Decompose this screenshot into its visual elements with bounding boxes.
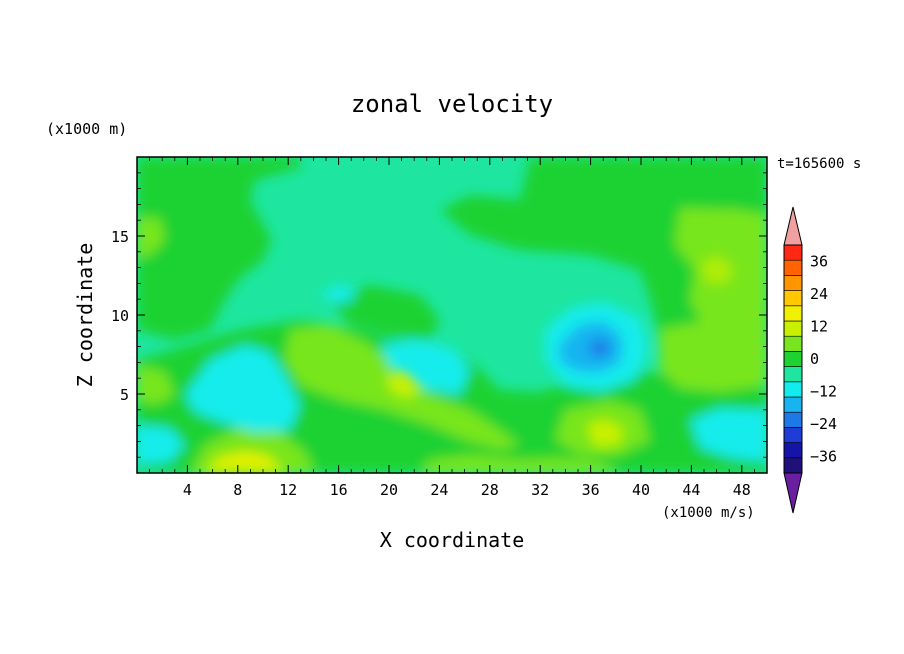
region-left-top-yellowgreen bbox=[137, 218, 165, 258]
y-unit-label: (x1000 m) bbox=[46, 120, 127, 138]
colorbar-band bbox=[783, 411, 803, 428]
colorbar-band bbox=[783, 427, 803, 443]
region-surface-jet-core bbox=[200, 458, 292, 473]
y-tick-label: 5 bbox=[120, 386, 129, 404]
x-tick-label: 8 bbox=[233, 481, 242, 499]
y-tick-label: 15 bbox=[111, 228, 129, 246]
time-label: t=165600 s bbox=[777, 156, 861, 172]
colorbar-band bbox=[783, 244, 803, 261]
x-unit-label: (x1000 m/s) bbox=[662, 505, 755, 521]
colorbar-frame bbox=[783, 244, 803, 474]
colorbar-tick-label: 36 bbox=[810, 252, 828, 270]
x-tick-label: 40 bbox=[632, 481, 650, 499]
region-upper-cyan-spot bbox=[322, 285, 356, 302]
colorbar-band bbox=[783, 351, 803, 367]
colorbar-band bbox=[783, 259, 803, 276]
plot-area bbox=[137, 157, 767, 473]
region-right-bottom-cyan bbox=[690, 408, 767, 462]
colorbar-tick-label: −36 bbox=[810, 448, 837, 466]
region-right-edge-yellow bbox=[700, 255, 735, 285]
contour-fills bbox=[137, 157, 767, 473]
region-right-mid-yellowgreen bbox=[660, 322, 767, 392]
region-bottom-center-yellowgreen bbox=[420, 455, 620, 473]
x-tick-label: 32 bbox=[531, 481, 549, 499]
colorbar-tick-label: 12 bbox=[810, 317, 828, 335]
x-tick-label: 44 bbox=[682, 481, 700, 499]
colorbar-tick-label: 0 bbox=[810, 350, 819, 368]
colorbar-band bbox=[783, 320, 803, 337]
x-tick-label: 20 bbox=[380, 481, 398, 499]
x-axis: 4 8 12 16 20 24 28 32 36 40 44 48 bbox=[149, 157, 755, 499]
colorbar-band bbox=[783, 442, 803, 459]
colorbar-band bbox=[783, 381, 803, 398]
colorbar-tick-label: 24 bbox=[810, 285, 828, 303]
region-left-edge-yellowgreen bbox=[137, 365, 175, 405]
colorbar-band bbox=[783, 305, 803, 322]
colorbar-band bbox=[783, 335, 803, 352]
x-tick-label: 36 bbox=[582, 481, 600, 499]
region-vortex-center bbox=[588, 338, 612, 356]
colorbar-band bbox=[783, 366, 803, 383]
colorbar: 36 24 12 0 −12 −24 −36 bbox=[783, 206, 837, 514]
region-center-band-core bbox=[385, 372, 420, 400]
x-tick-label: 12 bbox=[279, 481, 297, 499]
contour-cores bbox=[200, 255, 735, 473]
colorbar-band bbox=[783, 457, 803, 474]
colorbar-band bbox=[783, 396, 803, 413]
colorbar-tick-label: −12 bbox=[810, 383, 837, 401]
colorbar-band bbox=[783, 275, 803, 291]
colorbar-band bbox=[783, 290, 803, 307]
region-upper-left-green bbox=[137, 157, 300, 340]
chart-title: zonal velocity bbox=[351, 90, 553, 118]
region-bottom-left-cyan bbox=[137, 425, 185, 465]
x-tick-label: 4 bbox=[183, 481, 192, 499]
region-upper-right-green bbox=[440, 157, 767, 352]
x-tick-label: 28 bbox=[481, 481, 499, 499]
colorbar-tick-label: −24 bbox=[810, 415, 837, 433]
region-mid-green-blob bbox=[330, 285, 440, 340]
x-tick-label: 24 bbox=[430, 481, 448, 499]
region-left-cyan bbox=[185, 345, 300, 432]
x-axis-label: X coordinate bbox=[380, 528, 525, 552]
colorbar-max-triangle bbox=[783, 206, 803, 246]
x-tick-label: 48 bbox=[733, 481, 751, 499]
y-axis: 5 10 15 bbox=[111, 172, 767, 458]
colorbar-min-triangle bbox=[783, 472, 803, 514]
region-right-jet-yellow bbox=[585, 418, 625, 448]
y-tick-label: 10 bbox=[111, 307, 129, 325]
y-axis-label: Z coordinate bbox=[73, 243, 97, 388]
region-center-cyan bbox=[380, 340, 470, 395]
x-tick-label: 16 bbox=[330, 481, 348, 499]
